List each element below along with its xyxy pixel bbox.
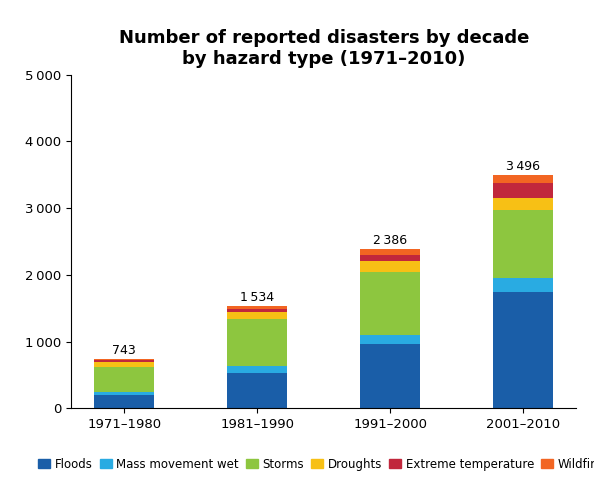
Bar <box>94 359 154 361</box>
Bar <box>94 395 154 408</box>
Legend: Floods, Mass movement wet, Storms, Droughts, Extreme temperature, Wildfires: Floods, Mass movement wet, Storms, Droug… <box>39 458 594 471</box>
Bar <box>361 335 420 344</box>
Bar <box>494 175 553 183</box>
Bar <box>228 312 287 319</box>
Bar <box>228 306 287 309</box>
Bar <box>94 363 154 367</box>
Bar <box>494 183 553 198</box>
Bar <box>494 210 553 278</box>
Bar <box>361 249 420 255</box>
Bar <box>494 278 553 291</box>
Bar <box>361 255 420 261</box>
Text: 743: 743 <box>112 344 136 357</box>
Bar <box>94 367 154 391</box>
Bar <box>361 271 420 335</box>
Text: 1 534: 1 534 <box>240 291 274 304</box>
Bar <box>228 373 287 408</box>
Bar <box>494 198 553 210</box>
Bar <box>494 291 553 408</box>
Title: Number of reported disasters by decade
by hazard type (1971–2010): Number of reported disasters by decade b… <box>119 29 529 68</box>
Bar <box>361 344 420 408</box>
Bar <box>228 309 287 312</box>
Bar <box>361 261 420 271</box>
Bar <box>228 319 287 367</box>
Text: 2 386: 2 386 <box>373 234 407 247</box>
Bar <box>94 361 154 363</box>
Text: 3 496: 3 496 <box>506 160 541 173</box>
Bar <box>94 391 154 395</box>
Bar <box>228 367 287 373</box>
